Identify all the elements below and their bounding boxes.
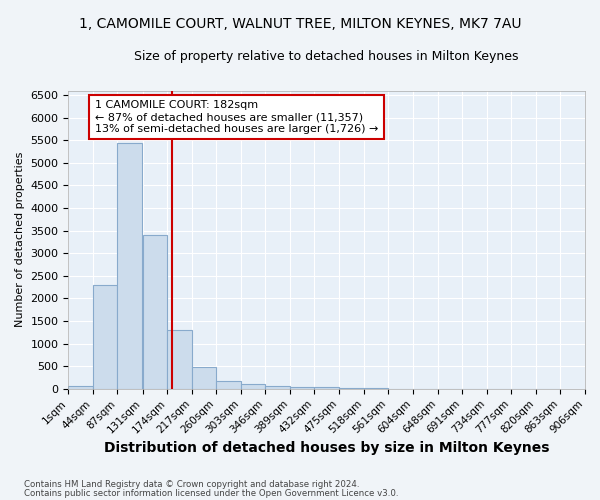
Y-axis label: Number of detached properties: Number of detached properties	[15, 152, 25, 328]
Title: Size of property relative to detached houses in Milton Keynes: Size of property relative to detached ho…	[134, 50, 519, 63]
Bar	[339, 388, 364, 389]
Bar	[118, 142, 142, 389]
Bar	[192, 367, 216, 389]
Bar	[68, 386, 93, 389]
Bar	[241, 384, 265, 389]
Text: Contains HM Land Registry data © Crown copyright and database right 2024.: Contains HM Land Registry data © Crown c…	[24, 480, 359, 489]
Bar	[93, 285, 118, 389]
Bar	[290, 387, 314, 389]
Bar	[265, 386, 290, 389]
Text: 1 CAMOMILE COURT: 182sqm
← 87% of detached houses are smaller (11,357)
13% of se: 1 CAMOMILE COURT: 182sqm ← 87% of detach…	[95, 100, 378, 134]
Bar	[167, 330, 192, 389]
Bar	[314, 386, 339, 389]
Text: Contains public sector information licensed under the Open Government Licence v3: Contains public sector information licen…	[24, 489, 398, 498]
X-axis label: Distribution of detached houses by size in Milton Keynes: Distribution of detached houses by size …	[104, 441, 550, 455]
Text: 1, CAMOMILE COURT, WALNUT TREE, MILTON KEYNES, MK7 7AU: 1, CAMOMILE COURT, WALNUT TREE, MILTON K…	[79, 18, 521, 32]
Bar	[143, 235, 167, 389]
Bar	[216, 381, 241, 389]
